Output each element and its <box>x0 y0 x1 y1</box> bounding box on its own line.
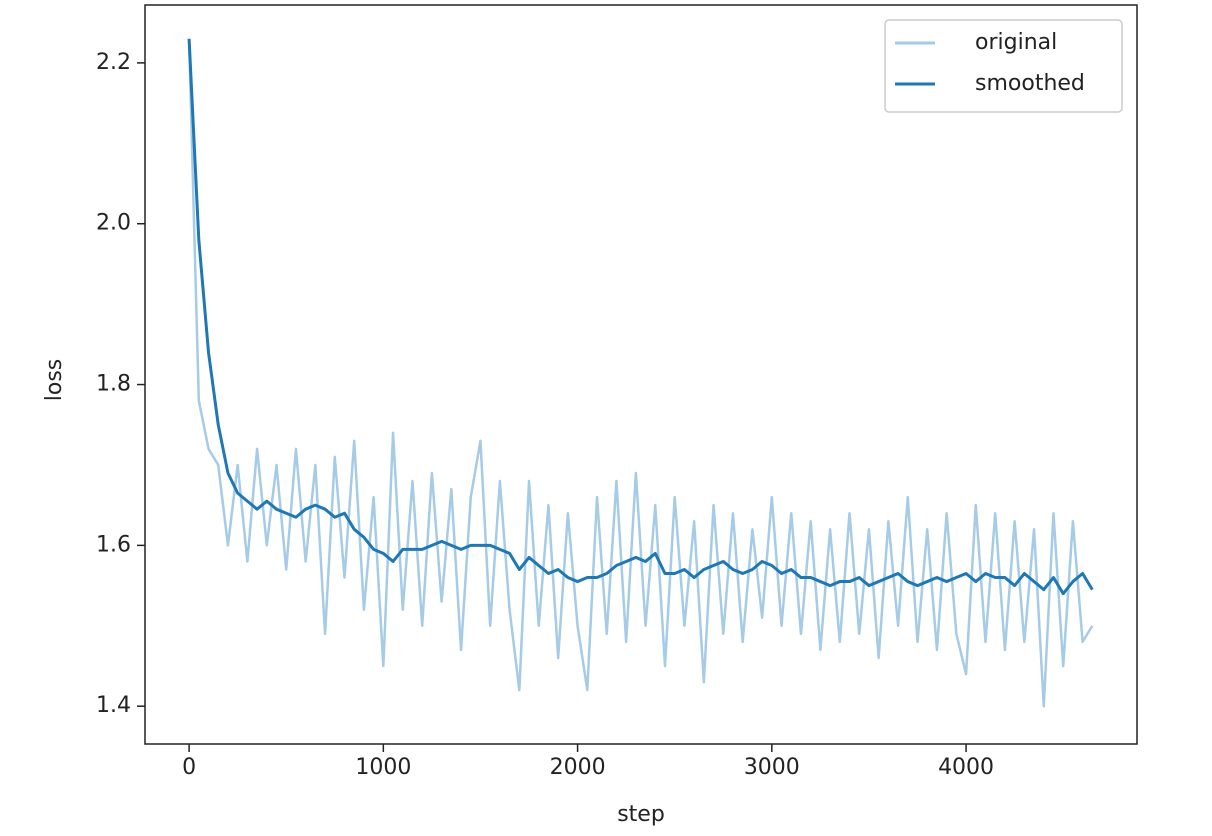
line-series <box>187 38 1094 596</box>
legend-label: original <box>975 30 1057 55</box>
y-tick-label: 1.6 <box>96 532 131 557</box>
y-tick-label: 1.8 <box>96 372 131 397</box>
line-series <box>187 38 1094 708</box>
y-tick-label: 2.0 <box>96 211 131 236</box>
y-axis-label: loss <box>42 359 67 402</box>
y-tick-label: 2.2 <box>96 50 131 75</box>
legend-box <box>884 19 1123 113</box>
x-axis-label: step <box>617 802 665 827</box>
y-tick-label: 1.4 <box>96 693 131 718</box>
x-tick-label: 2000 <box>550 755 606 780</box>
legend-label: smoothed <box>975 71 1085 96</box>
plot-frame <box>144 4 1138 745</box>
x-tick-label: 4000 <box>938 755 994 780</box>
x-tick-label: 3000 <box>744 755 800 780</box>
x-tick-label: 1000 <box>355 755 411 780</box>
x-tick-label: 0 <box>182 755 196 780</box>
